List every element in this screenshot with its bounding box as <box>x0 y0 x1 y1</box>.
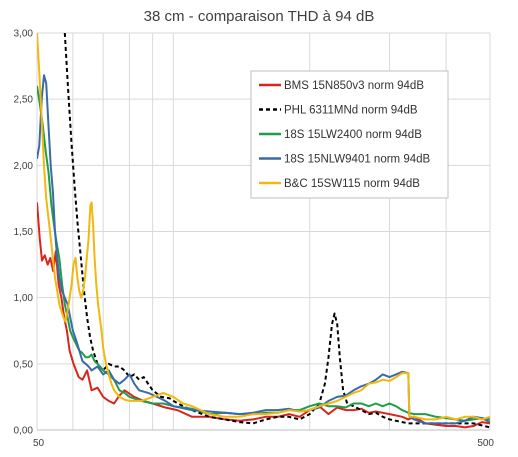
legend-label: B&C 15SW115 norm 94dB <box>284 178 420 190</box>
legend-label: 18S 15NLW9401 norm 94dB <box>284 154 431 166</box>
legend: BMS 15N850v3 norm 94dB PHL 6311MNd norm 9… <box>250 70 449 199</box>
x-tick-label: 500 <box>477 438 494 449</box>
series-line-4 <box>37 74 490 425</box>
chart-title: 38 cm - comparaison THD à 94 dB <box>143 8 375 25</box>
y-tick-label: 1,50 <box>14 227 34 238</box>
legend-label: PHL 6311MNd norm 94dB <box>284 105 418 117</box>
legend-label: BMS 15N850v3 norm 94dB <box>284 80 424 92</box>
axes: 0,00 0,50 1,00 1,50 2,00 2,50 3,00 50 500 <box>14 29 495 450</box>
x-tick-label: 50 <box>33 438 45 449</box>
y-tick-label: 1,00 <box>14 293 34 304</box>
y-tick-label: 0,50 <box>14 359 34 370</box>
y-tick-label: 2,00 <box>14 161 34 172</box>
series-lines <box>37 33 490 429</box>
y-tick-label: 3,00 <box>14 29 34 40</box>
y-tick-label: 2,50 <box>14 95 34 106</box>
y-tick-label: 0,00 <box>14 426 34 437</box>
legend-label: 18S 15LW2400 norm 94dB <box>284 129 422 141</box>
series-line-1 <box>37 202 490 429</box>
legend-box <box>250 70 449 199</box>
series-line-5 <box>37 33 490 421</box>
gridlines <box>36 32 491 431</box>
